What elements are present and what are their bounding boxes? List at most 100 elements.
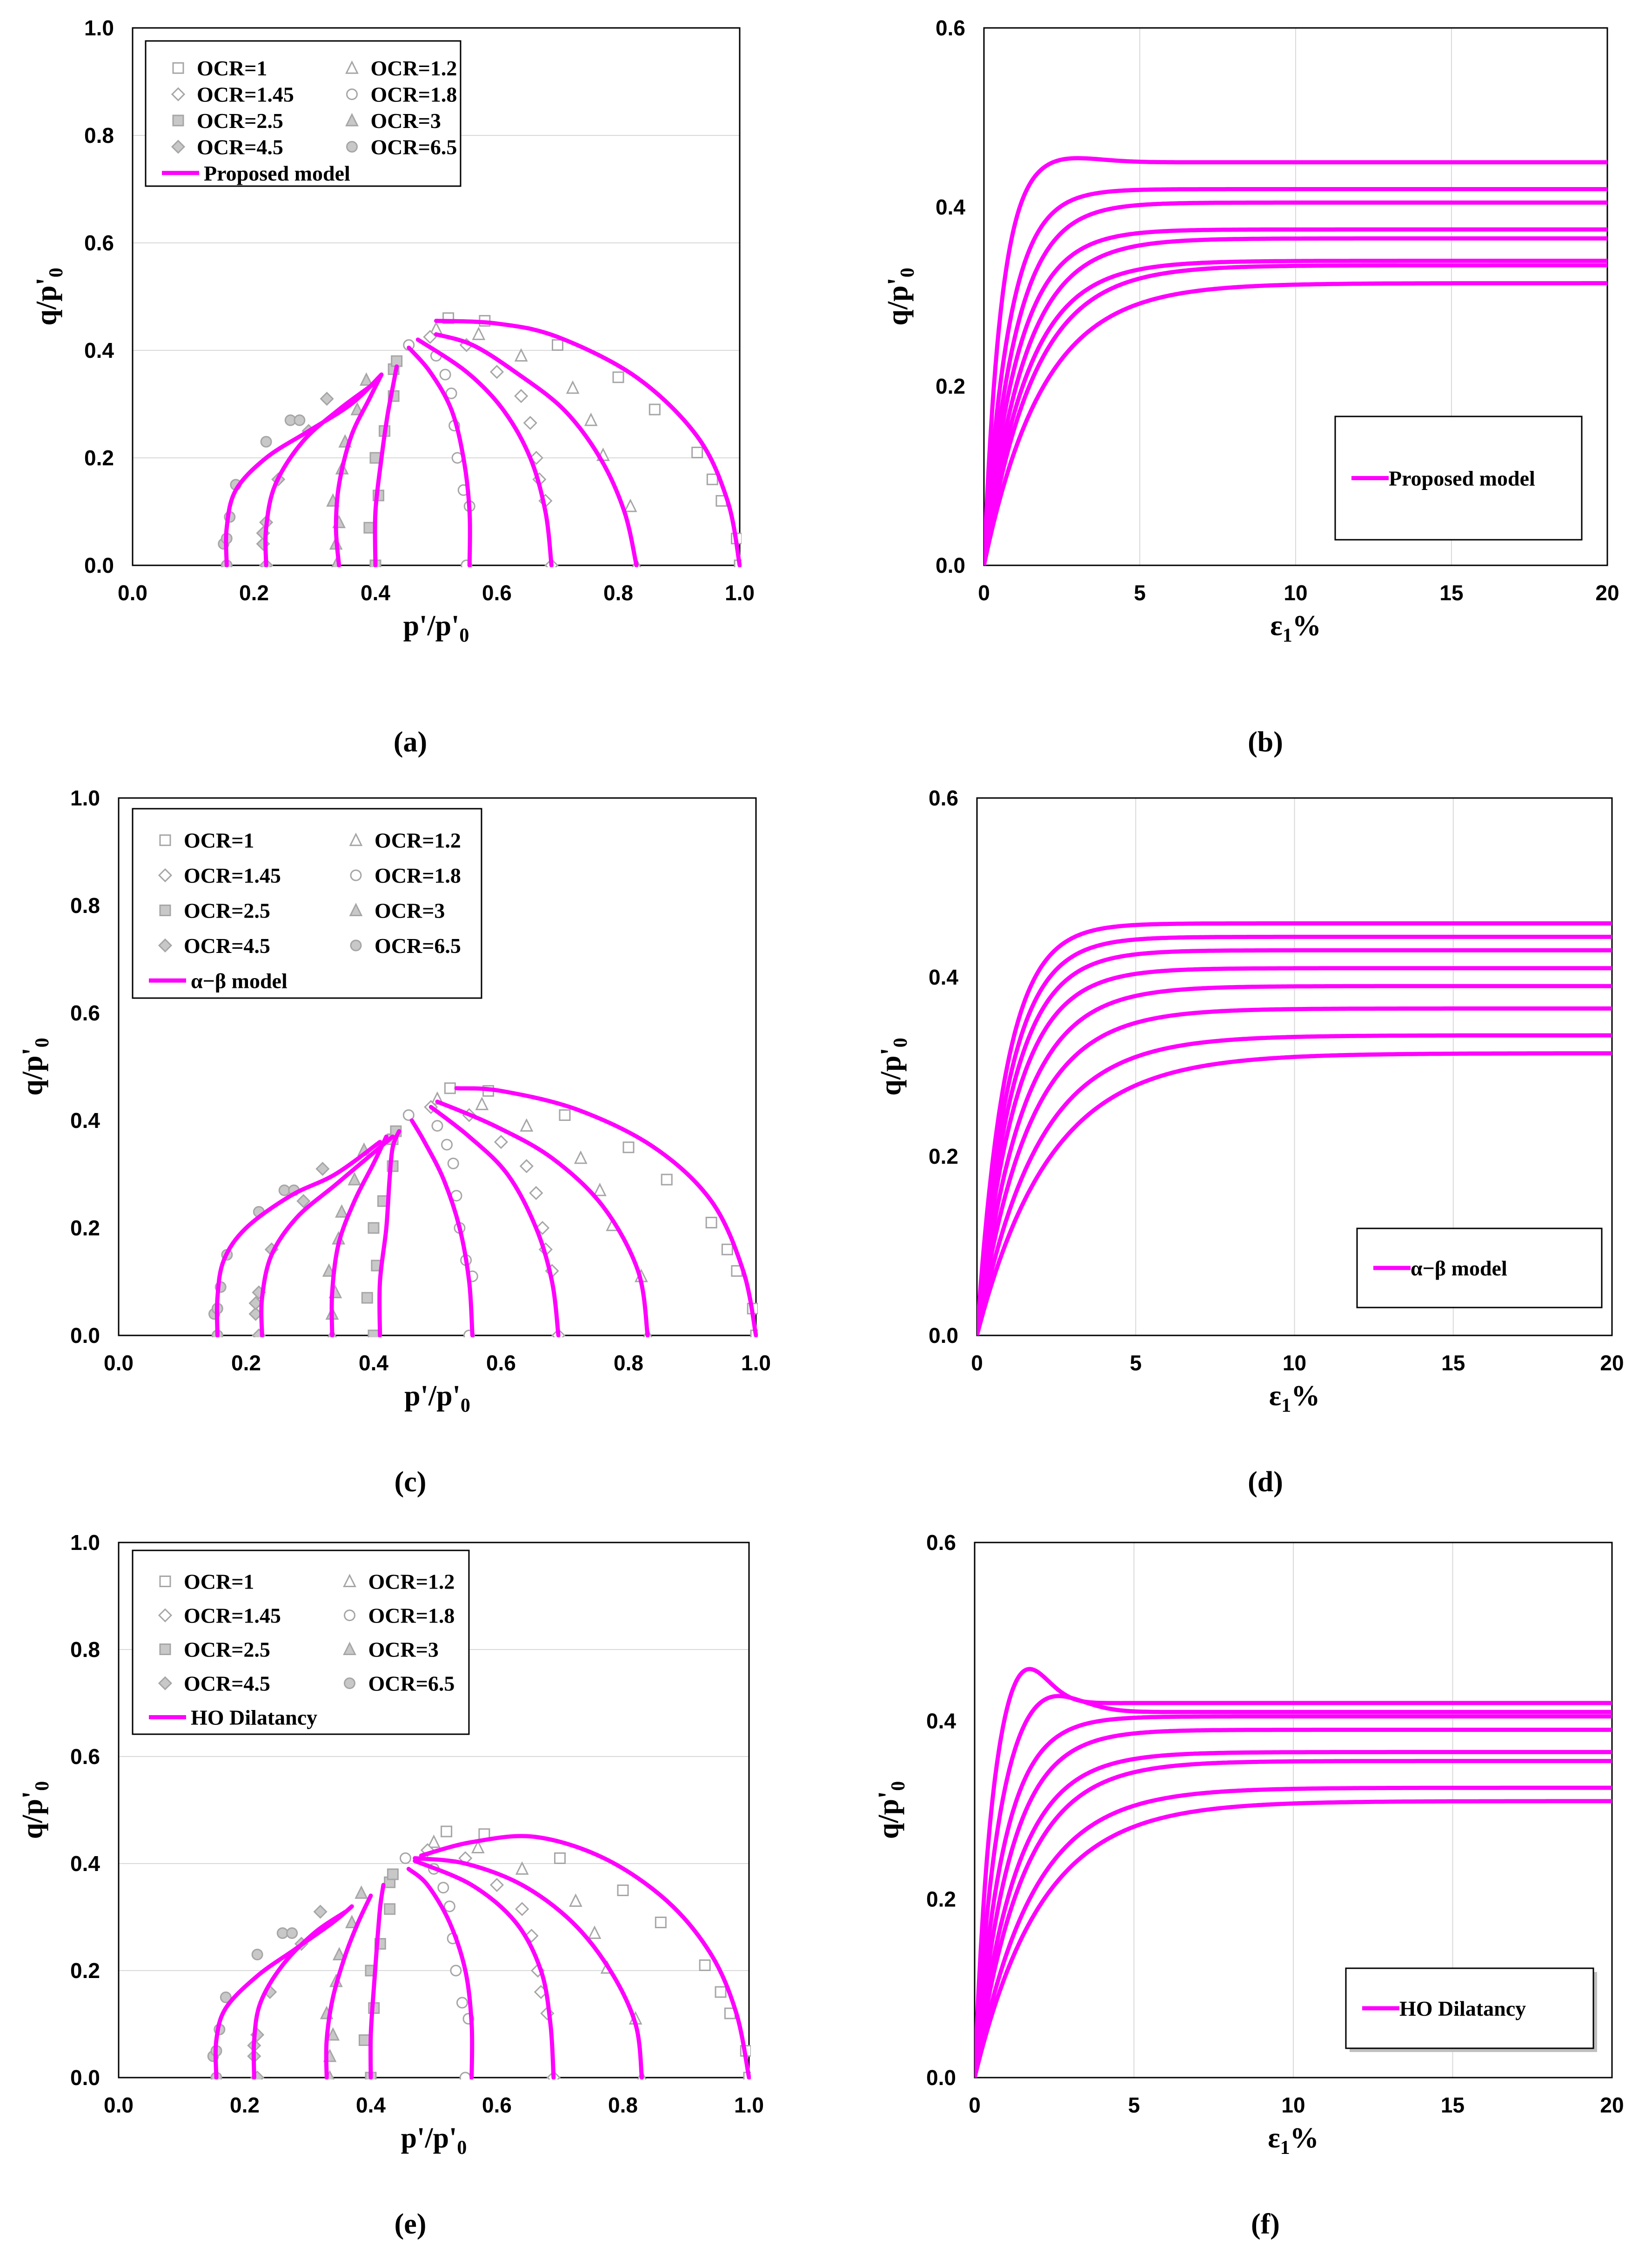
y-tick-label: 0.4 [84,338,114,362]
model-curve [434,319,742,567]
data-point-ocr-1-2 [566,380,580,394]
model-curve [409,1118,475,1337]
y-tick-label: 0.4 [70,1851,100,1876]
model-curve [428,1105,561,1337]
x-tick-label: 1.0 [741,1351,771,1375]
data-point-ocr-4-5 [315,1161,330,1176]
y-tick-label: 0.0 [70,1323,100,1348]
x-tick-label: 0 [978,581,990,605]
data-point-ocr-1-45 [529,1186,543,1200]
data-point-ocr-3 [332,1947,346,1960]
y-tick-label: 0.4 [936,195,965,219]
x-tick-label: 0.8 [608,2093,638,2117]
model-curve [329,1134,388,1337]
legend-label: OCR=1.45 [197,83,294,107]
data-point-ocr-1-45 [519,1159,534,1174]
data-point-ocr-1-8 [450,1965,462,1977]
x-tick-label: 0.4 [359,1351,388,1375]
legend-marker [159,905,171,916]
data-point-ocr-1 [612,371,624,383]
data-point-ocr-1-45 [489,1878,504,1892]
legend-label: OCR=6.5 [368,1672,455,1696]
data-point-ocr-3 [359,372,373,386]
y-tick-label: 0.0 [929,1323,958,1348]
y-tick-label: 0.2 [936,374,965,398]
data-point-ocr-1-8 [437,1882,449,1894]
y-tick-label: 0.6 [926,1530,956,1555]
y-tick-label: 1.0 [84,16,114,40]
data-point-ocr-2-5 [368,1329,380,1337]
data-point-ocr-1-45 [423,330,437,344]
model-curve [368,1883,386,2079]
x-tick-label: 5 [1130,1351,1142,1375]
y-tick-label: 0.6 [70,1744,100,1769]
model-curve [977,1033,1612,1335]
legend-label: OCR=2.5 [184,1638,270,1662]
data-point-ocr-6-5 [220,1992,232,2003]
data-point-ocr-1-8 [402,1109,415,1121]
model-curve [263,380,378,567]
model-curve [975,1714,1612,2078]
legend-marker [346,141,358,153]
legend-label: OCR=4.5 [197,135,283,159]
y-axis-label: q/p'0 [873,1781,909,1839]
plot-data [208,1082,758,1337]
model-curve [324,1893,373,2079]
panel-label: (a) [394,726,427,758]
legend-label: α−β model [1411,1256,1507,1280]
x-tick-label: 20 [1600,2093,1624,2117]
model-curve [407,345,472,567]
x-tick-label: 5 [1128,2093,1140,2117]
legend-marker [158,1608,173,1623]
legend-label: OCR=2.5 [197,109,283,133]
plot-data [218,312,742,567]
x-tick-label: 20 [1595,581,1619,605]
data-point-ocr-1 [554,1852,566,1864]
data-point-ocr-2-5 [384,1903,396,1915]
legend-marker [172,62,184,74]
model-curve [373,364,399,567]
x-tick-label: 0.0 [118,581,147,605]
data-point-ocr-3 [350,402,364,416]
data-point-ocr-1-8 [431,1120,443,1132]
panel-label: (e) [395,2208,427,2240]
x-axis-label: p'/p'0 [404,1380,470,1416]
data-point-ocr-6-5 [260,436,272,448]
data-point-ocr-1-8 [443,1900,455,1912]
y-tick-label: 0.4 [926,1709,956,1733]
chart-panel-e: 0.0 0.2 0.4 0.6 0.8 1.0 0.0 0.2 0.4 0.6 0.8 1.0 p'/p… [17,1530,764,2240]
data-point-ocr-2-5 [361,1292,373,1304]
model-curve [984,236,1607,565]
y-tick-label: 1.0 [70,786,100,810]
x-tick-label: 0.6 [486,1351,516,1375]
x-tick-label: 10 [1281,2093,1305,2117]
data-point-ocr-1 [622,1141,635,1153]
legend-marker [344,1677,355,1689]
x-tick-label: 0.0 [104,2093,134,2117]
model-curve [251,1910,348,2079]
data-point-ocr-1-8 [456,1997,468,2009]
legend-label: OCR=6.5 [375,934,461,958]
model-curve [977,1051,1612,1335]
x-tick-label: 0.6 [482,581,512,605]
x-axis-label: p'/p'0 [401,2122,467,2159]
data-point-ocr-2-5 [358,2034,370,2046]
legend-label: Proposed model [1389,467,1535,490]
y-tick-label: 0.2 [70,1216,100,1240]
model-curve [984,200,1607,565]
legend-label: Proposed model [204,161,350,185]
legend-label: OCR=3 [368,1638,439,1662]
model-curve [259,1134,395,1337]
x-tick-label: 15 [1441,2093,1465,2117]
x-tick-label: 10 [1283,1351,1306,1375]
legend-box [132,808,482,999]
legend-marker [159,834,171,846]
legend-marker [350,939,362,952]
panel-label: (c) [395,1466,427,1498]
y-tick-label: 0.8 [70,893,100,918]
data-point-ocr-1-45 [523,416,537,430]
model-curve [984,281,1607,565]
